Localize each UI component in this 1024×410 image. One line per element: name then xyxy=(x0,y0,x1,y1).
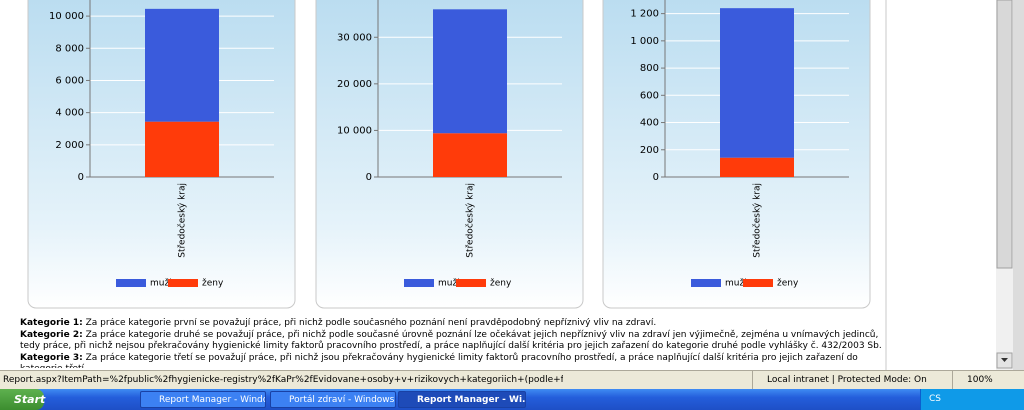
arrow-icon xyxy=(1001,358,1008,362)
y-tick-label: 800 xyxy=(640,63,659,74)
description-text: Za práce kategorie třetí se považují prá… xyxy=(20,352,858,369)
status-url: Report.aspx?ItemPath=%2fpublic%2fhygieni… xyxy=(3,375,563,385)
x-tick-label: Středočeský kraj xyxy=(465,183,476,258)
scroll-thumb[interactable] xyxy=(996,0,1013,269)
description-text: Za práce kategorie první se považují prá… xyxy=(85,318,657,328)
legend-swatch xyxy=(168,279,198,287)
descriptions: Kategorie 1: Za práce kategorie první se… xyxy=(20,318,890,368)
y-tick-label: 10 000 xyxy=(49,11,84,22)
status-zone: Local intranet | Protected Mode: On xyxy=(752,371,927,389)
y-tick-label: 400 xyxy=(640,118,659,129)
bar-segment xyxy=(145,121,219,177)
description-label: Kategorie 2: xyxy=(20,329,83,340)
description: Kategorie 2: Za práce kategorie druhé se… xyxy=(20,330,890,353)
legend-label: muži xyxy=(725,279,747,289)
legend-label: muži xyxy=(438,279,460,289)
description-text: Za práce kategorie druhé se považují prá… xyxy=(20,329,882,352)
legend-label: ženy xyxy=(490,279,512,289)
legend-swatch xyxy=(404,279,434,287)
y-tick-label: 10 000 xyxy=(337,125,372,136)
taskbar-button[interactable]: Portál zdraví - Windows I... xyxy=(270,391,396,408)
y-tick-label: 2 000 xyxy=(55,140,84,151)
bar-segment xyxy=(145,8,219,122)
start-button[interactable]: Start xyxy=(0,389,45,410)
y-tick-label: 0 xyxy=(366,172,372,183)
taskbar: Start CS Report Manager - Windo... Portál… xyxy=(0,389,1024,410)
description-label: Kategorie 3: xyxy=(20,352,83,363)
taskbar-button[interactable]: Report Manager - Wi... xyxy=(398,391,526,408)
legend-swatch xyxy=(116,279,146,287)
legend-swatch xyxy=(456,279,486,287)
x-tick-label: Středočeský kraj xyxy=(752,183,763,258)
status-zoom[interactable]: 100% xyxy=(952,371,993,389)
legend-label: muži xyxy=(150,279,172,289)
bar-segment xyxy=(720,8,794,158)
bar-segment xyxy=(433,9,507,134)
window-edge xyxy=(1013,0,1024,370)
y-tick-label: 0 xyxy=(78,172,84,183)
legend-swatch xyxy=(691,279,721,287)
legend-label: ženy xyxy=(202,279,224,289)
taskbar-button[interactable]: Report Manager - Windo... xyxy=(140,391,266,408)
x-tick-label: Středočeský kraj xyxy=(177,183,188,258)
report-area: 0 2 000 4 000 6 000 8 000 10 000 Středočeský k… xyxy=(27,0,1024,370)
tray: CS xyxy=(920,389,1024,410)
y-tick-label: 8 000 xyxy=(55,43,84,54)
y-tick-label: 6 000 xyxy=(55,75,84,86)
language[interactable]: CS xyxy=(929,394,941,404)
y-tick-label: 1 200 xyxy=(630,9,659,20)
description: Kategorie 3: Za práce kategorie třetí se… xyxy=(20,353,890,369)
legend-swatch xyxy=(743,279,773,287)
bar-segment xyxy=(433,133,507,177)
y-tick-label: 600 xyxy=(640,90,659,101)
status-bar: Report.aspx?ItemPath=%2fpublic%2fhygieni… xyxy=(0,370,1024,389)
legend-label: ženy xyxy=(777,279,799,289)
y-tick-label: 1 000 xyxy=(630,36,659,47)
description: Kategorie 1: Za práce kategorie první se… xyxy=(20,318,890,330)
y-tick-label: 4 000 xyxy=(55,108,84,119)
bar-segment xyxy=(720,157,794,177)
description-label: Kategorie 1: xyxy=(20,318,83,328)
y-tick-label: 30 000 xyxy=(337,32,372,43)
y-tick-label: 0 xyxy=(653,172,659,183)
y-tick-label: 200 xyxy=(640,145,659,156)
y-tick-label: 20 000 xyxy=(337,79,372,90)
